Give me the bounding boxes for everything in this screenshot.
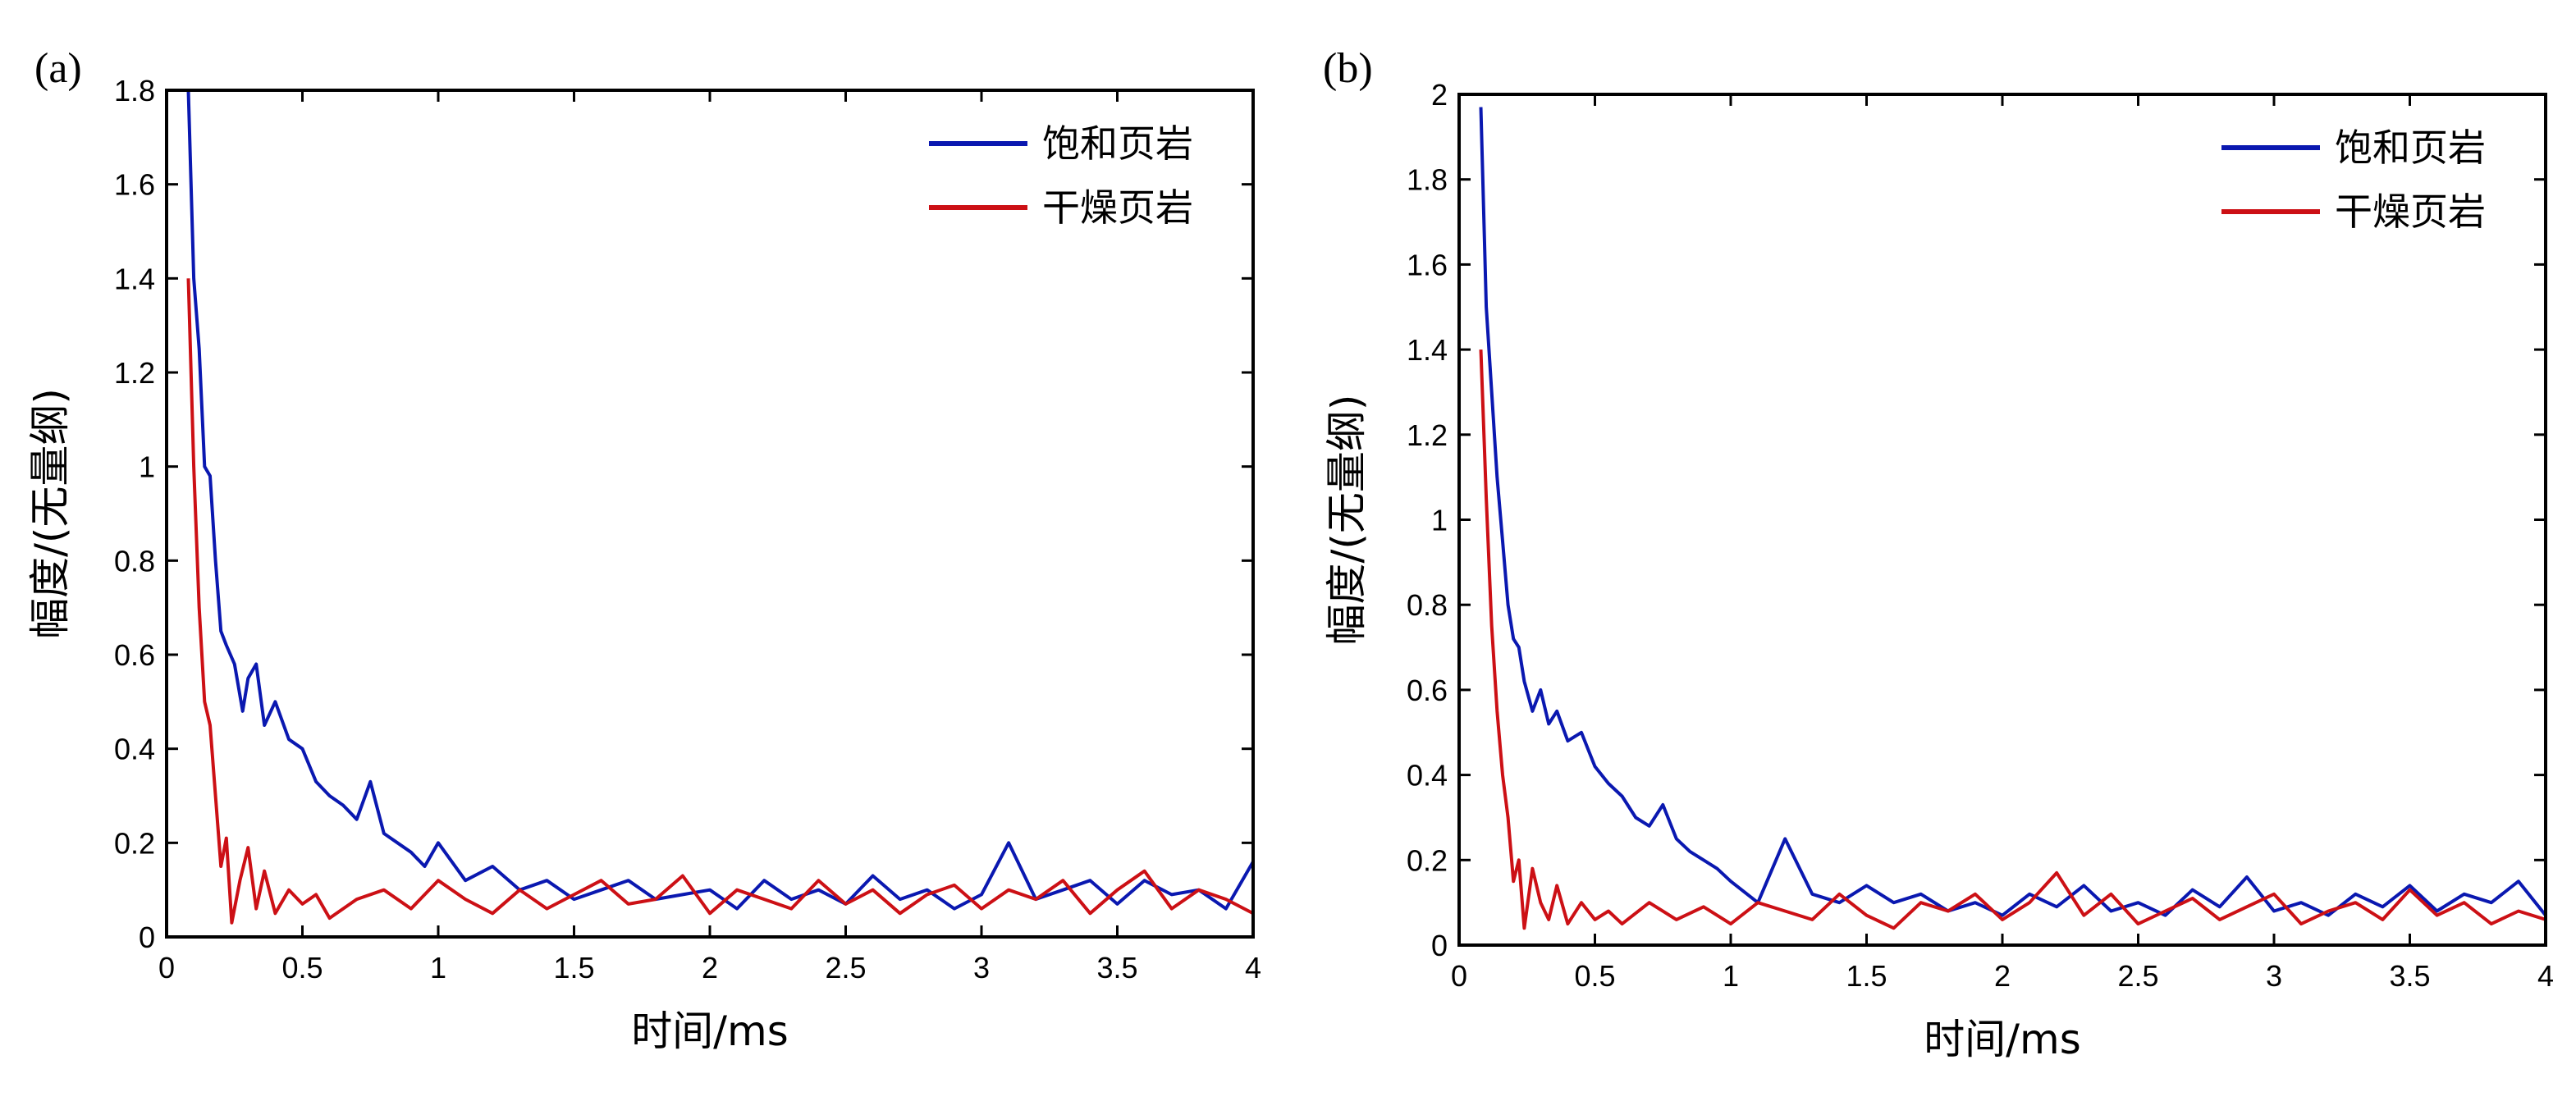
legend-label-saturated: 饱和页岩	[1042, 121, 1193, 166]
legend-label-dry: 干燥页岩	[1042, 185, 1193, 230]
y-tick-label: 1	[139, 450, 155, 484]
x-tick-label: 1	[430, 951, 446, 985]
x-tick-label: 1.5	[553, 951, 594, 985]
y-tick-label: 0.2	[1407, 843, 1448, 877]
y-tick-label: 0.4	[114, 733, 155, 766]
panel-label: (b)	[1323, 45, 1373, 92]
y-tick-label: 2	[1431, 78, 1448, 112]
y-tick-label: 1.8	[1407, 163, 1448, 197]
x-tick-label: 4	[2537, 959, 2554, 993]
y-tick-label: 0.8	[114, 544, 155, 578]
y-tick-label: 1	[1431, 504, 1448, 537]
x-axis-title: 时间/ms	[631, 1007, 789, 1055]
y-tick-label: 1.4	[1407, 333, 1448, 367]
x-tick-label: 3.5	[2389, 959, 2430, 993]
x-tick-label: 2.5	[2117, 959, 2158, 993]
y-tick-label: 1.2	[114, 356, 155, 390]
chart-panel-a: (a) 0 0.5 1 1.5 2 2.5 3 3.5 4 0 0.2 0.4 0.6 0.8 1 1.2 1.4…	[26, 45, 1261, 1055]
y-tick-label: 0.4	[1407, 759, 1448, 793]
legend-label-dry: 干燥页岩	[2335, 190, 2486, 234]
x-tick-label: 2	[1994, 959, 2011, 993]
x-tick-label: 3.5	[1096, 951, 1137, 985]
series-line-dry	[1479, 349, 2546, 930]
y-axis-title: 幅度/(无量纲)	[1323, 395, 1370, 646]
y-tick-label: 0.2	[114, 826, 155, 860]
y-tick-label: 0.6	[1407, 674, 1448, 707]
x-tick-label: 2	[702, 951, 718, 985]
y-tick-label: 0	[1431, 929, 1448, 962]
y-axis-title: 幅度/(无量纲)	[26, 388, 74, 639]
y-tick-label: 0	[139, 921, 155, 954]
y-tick-label: 0.8	[1407, 588, 1448, 622]
series-line-saturated	[1479, 107, 2546, 917]
x-axis-title: 时间/ms	[1924, 1016, 2081, 1063]
y-tick-label: 1.8	[114, 74, 155, 107]
y-tick-label: 1.6	[114, 168, 155, 202]
x-tick-label: 0	[158, 951, 175, 985]
x-tick-label: 0	[1451, 959, 1467, 993]
x-tick-label: 4	[1245, 951, 1261, 985]
x-tick-label: 2.5	[825, 951, 866, 985]
y-tick-label: 1.2	[1407, 418, 1448, 452]
y-tick-label: 0.6	[114, 638, 155, 672]
series-line-dry	[186, 278, 1253, 925]
y-tick-label: 1.6	[1407, 248, 1448, 281]
x-tick-label: 3	[2266, 959, 2282, 993]
x-tick-label: 1.5	[1846, 959, 1887, 993]
x-tick-label: 0.5	[1574, 959, 1615, 993]
y-tick-label: 1.4	[114, 262, 155, 295]
x-tick-label: 3	[973, 951, 990, 985]
chart-panel-b: (b) 0 0.5 1 1.5 2 2.5 3 3.5 4 0 0.2 0.4 0.6 0.8 1 1.2 1.4…	[1323, 45, 2554, 1063]
series-line-saturated	[186, 90, 1253, 911]
x-tick-label: 0.5	[281, 951, 323, 985]
legend-label-saturated: 饱和页岩	[2335, 126, 2486, 170]
x-tick-label: 1	[1723, 959, 1739, 993]
panel-label: (a)	[34, 45, 82, 92]
